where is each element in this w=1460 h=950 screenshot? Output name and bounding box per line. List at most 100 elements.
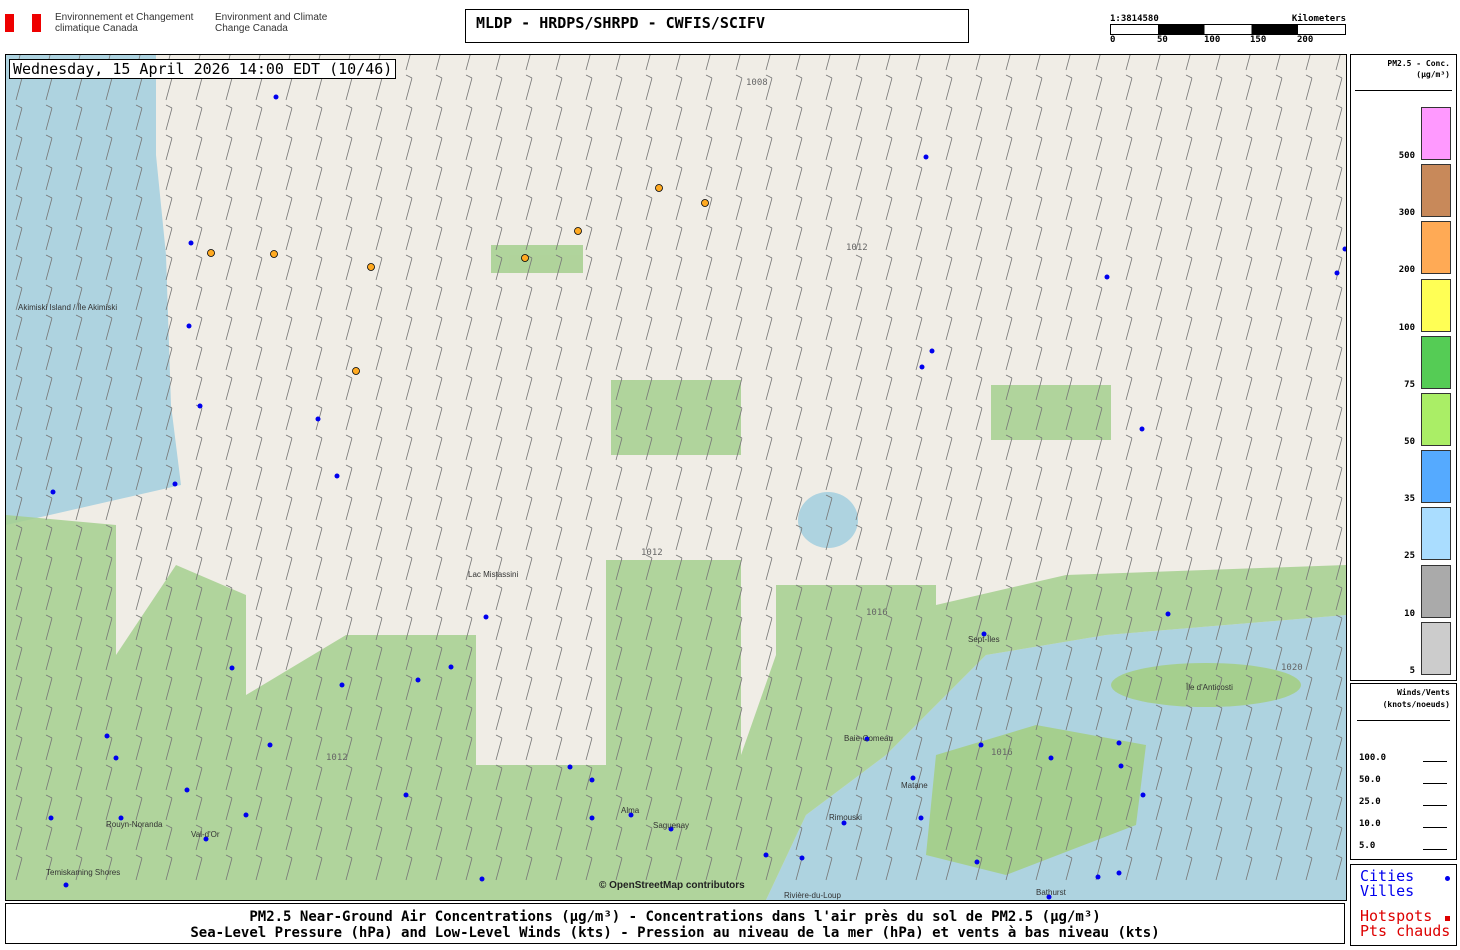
wind-barb bbox=[255, 314, 263, 341]
wind-barb bbox=[975, 164, 983, 191]
wind-barb bbox=[1305, 554, 1313, 581]
wind-barb bbox=[345, 134, 353, 161]
wind-barb bbox=[285, 374, 293, 401]
wind-barb bbox=[1245, 674, 1253, 701]
wind-barb bbox=[165, 404, 173, 431]
map-canvas[interactable]: Akimiski Island / Île Akimiski Lac Mista… bbox=[5, 54, 1347, 901]
wind-barb bbox=[1275, 854, 1283, 881]
wind-barb bbox=[1305, 404, 1313, 431]
wind-barb bbox=[525, 614, 533, 641]
wind-barb bbox=[285, 524, 293, 551]
wind-barb bbox=[825, 374, 833, 401]
wind-barb bbox=[1215, 734, 1223, 761]
wind-barb bbox=[975, 404, 983, 431]
wind-barb bbox=[75, 104, 83, 131]
forecast-datetime: Wednesday, 15 April 2026 14:00 EDT (10/4… bbox=[9, 59, 397, 79]
city-marker bbox=[1139, 426, 1145, 432]
wind-barb bbox=[1245, 254, 1253, 281]
wind-barb bbox=[825, 824, 833, 851]
wind-barb bbox=[735, 284, 743, 311]
wind-barb bbox=[405, 554, 413, 581]
wind-barb bbox=[1155, 344, 1163, 371]
gaspe-peninsula bbox=[926, 725, 1146, 875]
wind-barb bbox=[1185, 734, 1193, 761]
legend-color-swatch bbox=[1421, 621, 1451, 675]
wind-barb bbox=[1305, 314, 1313, 341]
wind-barb bbox=[735, 494, 743, 521]
wind-barb bbox=[165, 254, 173, 281]
place-label: Saguenay bbox=[653, 821, 689, 830]
wind-barb bbox=[555, 794, 563, 821]
wind-barb bbox=[825, 854, 833, 881]
wind-barb bbox=[945, 224, 953, 251]
wind-barb bbox=[615, 554, 623, 581]
caption-line-1: PM2.5 Near-Ground Air Concentrations (µg… bbox=[249, 909, 1101, 925]
wind-barb bbox=[435, 524, 443, 551]
concentration-hotspot-marker bbox=[367, 263, 375, 271]
wind-barb bbox=[1095, 55, 1101, 71]
wind-barb bbox=[75, 524, 83, 551]
wind-barb bbox=[135, 584, 143, 611]
wind-barb bbox=[195, 374, 203, 401]
wind-barb bbox=[675, 55, 681, 71]
isobar-label: 1012 bbox=[641, 548, 663, 558]
city-marker bbox=[415, 677, 421, 683]
wind-barb bbox=[135, 194, 143, 221]
wind-barb bbox=[15, 554, 23, 581]
wind-barb bbox=[1215, 55, 1221, 71]
wind-barb bbox=[855, 374, 863, 401]
wind-barb bbox=[1215, 404, 1223, 431]
wind-barb bbox=[855, 734, 863, 761]
wind-barb bbox=[1035, 224, 1043, 251]
wind-barb bbox=[1185, 194, 1193, 221]
wind-barb bbox=[45, 524, 53, 551]
wind-barb bbox=[615, 404, 623, 431]
wind-barb bbox=[1185, 554, 1193, 581]
wind-barb bbox=[1125, 674, 1133, 701]
wind-barb bbox=[465, 74, 473, 101]
wind-barb bbox=[555, 644, 563, 671]
wind-barb bbox=[1215, 584, 1223, 611]
wind-barb bbox=[1125, 404, 1133, 431]
wind-barb bbox=[15, 614, 23, 641]
wind-barb bbox=[15, 674, 23, 701]
wind-barb bbox=[675, 164, 683, 191]
map-title: MLDP - HRDPS/SHRPD - CWFIS/SCIFV bbox=[465, 9, 969, 43]
wind-barb bbox=[945, 55, 951, 71]
concentration-hotspot-marker bbox=[701, 199, 709, 207]
wind-barb bbox=[1335, 554, 1343, 581]
scale-tick: 50 bbox=[1157, 35, 1168, 45]
pm25-legend: PM2.5 - Conc. (µg/m³) 500 300 200 100 75 50 35… bbox=[1350, 54, 1457, 681]
wind-barb bbox=[1245, 404, 1253, 431]
wind-barb bbox=[105, 404, 113, 431]
wind-barb bbox=[1305, 55, 1311, 71]
wind-barb bbox=[1155, 224, 1163, 251]
wind-barb bbox=[135, 494, 143, 521]
wind-barb bbox=[255, 164, 263, 191]
wind-barb bbox=[465, 55, 471, 71]
wind-barb bbox=[45, 674, 53, 701]
wind-barb bbox=[945, 164, 953, 191]
wind-barb bbox=[495, 674, 503, 701]
wind-barb bbox=[915, 524, 923, 551]
wind-barb bbox=[525, 74, 533, 101]
wind-barb bbox=[525, 374, 533, 401]
wind-barb bbox=[705, 314, 713, 341]
wind-barb bbox=[1275, 644, 1283, 671]
wind-barb bbox=[555, 404, 563, 431]
wind-barb bbox=[525, 494, 533, 521]
wind-barb bbox=[435, 374, 443, 401]
wind-barb bbox=[195, 794, 203, 821]
wind-barb bbox=[1035, 194, 1043, 221]
wind-barb bbox=[555, 254, 563, 281]
wind-barb bbox=[1065, 314, 1073, 341]
wind-barb bbox=[1335, 104, 1343, 131]
wind-barb bbox=[615, 524, 623, 551]
wind-barb bbox=[1245, 134, 1253, 161]
wind-barb bbox=[375, 794, 383, 821]
wind-barb bbox=[255, 104, 263, 131]
wind-barb bbox=[525, 704, 533, 731]
wind-barb bbox=[675, 374, 683, 401]
wind-barb bbox=[1005, 74, 1013, 101]
wind-barb bbox=[1125, 74, 1133, 101]
